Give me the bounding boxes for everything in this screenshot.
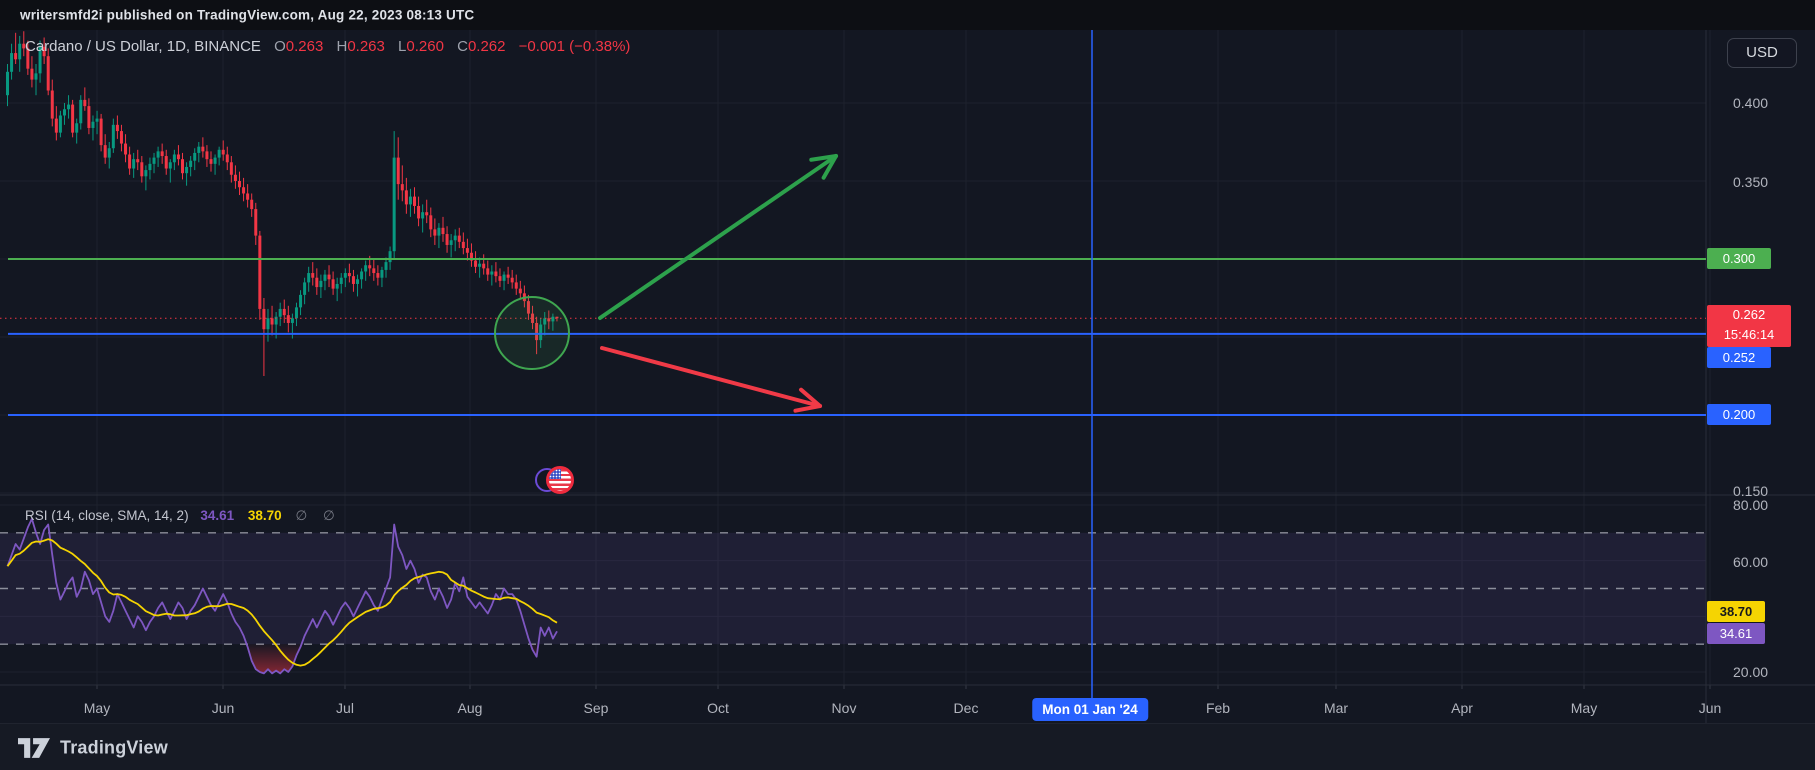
time-axis-label: Jun	[1698, 700, 1722, 716]
low-value: 0.260	[406, 38, 444, 55]
time-axis-label: Mar	[1323, 700, 1349, 716]
support2-price-label: 0.200	[1707, 404, 1771, 425]
change-value: −0.001 (−0.38%)	[518, 38, 631, 55]
rsi-indicator-title: RSI (14, close, SMA, 14, 2)	[25, 508, 189, 523]
publish-info-text: writersmfd2i published on TradingView.co…	[20, 7, 475, 23]
time-axis-label: May	[83, 700, 111, 716]
time-axis-label: Sep	[583, 700, 609, 716]
footer: TradingView	[0, 723, 1815, 770]
time-axis-label: Nov	[831, 700, 857, 716]
scale-tick-label: 60.00	[1733, 554, 1769, 570]
time-axis[interactable]: Mon 01 Jan '24 May Jun Jul Aug Sep Oct Nov Dec F…	[0, 685, 1815, 723]
time-axis-label: May	[1570, 700, 1598, 716]
time-axis-label: Jun	[211, 700, 235, 716]
bar-countdown: 15:46:14	[1723, 327, 1775, 342]
close-label: C	[457, 38, 468, 55]
high-value: 0.263	[347, 38, 385, 55]
current-price-label: 0.262 15:46:14	[1707, 305, 1791, 347]
candlesticks	[6, 31, 559, 376]
scale-tick-label: 20.00	[1733, 664, 1769, 680]
rsi-sma-value: 38.70	[247, 508, 282, 523]
rsi-scale-label: 34.61	[1707, 623, 1765, 644]
rsi-sma-line	[6, 538, 558, 667]
tradingview-brand-text: TradingView	[60, 737, 168, 757]
economic-event-icon[interactable]	[534, 466, 580, 496]
scale-tick-label: 80.00	[1733, 497, 1769, 513]
scale-tick-label: 0.150	[1733, 483, 1769, 499]
symbol-title: Cardano / US Dollar, 1D, BINANCE	[25, 38, 261, 55]
symbol-legend: Cardano / US Dollar, 1D, BINANCE O0.263 …	[25, 38, 630, 55]
rsi-hidden-values: ∅ ∅	[295, 508, 341, 523]
low-label: L	[398, 38, 407, 55]
time-axis-label: Jul	[336, 700, 354, 716]
currency-unit-button[interactable]: USD	[1727, 38, 1797, 68]
scale-tick-label: 0.400	[1733, 95, 1769, 111]
tradingview-logo-icon	[18, 737, 50, 758]
chart-canvas[interactable]	[0, 30, 1815, 723]
rsi-current-value: 34.61	[200, 508, 235, 523]
close-value: 0.262	[467, 38, 506, 55]
time-axis-label: Feb	[1205, 700, 1231, 716]
resistance-price-label: 0.300	[1707, 248, 1771, 269]
us-flag-icon	[546, 466, 574, 494]
current-price-value: 0.262	[1732, 307, 1766, 322]
rsi-legend: RSI (14, close, SMA, 14, 2) 34.61 38.70 …	[25, 508, 341, 524]
rsi-sma-scale-label: 38.70	[1707, 601, 1765, 622]
highlight-circle[interactable]	[494, 296, 570, 370]
scale-tick-label: 0.350	[1733, 174, 1769, 190]
time-axis-label: Apr	[1451, 700, 1473, 716]
time-axis-label: Aug	[457, 700, 483, 716]
crosshair-date-label: Mon 01 Jan '24	[1032, 698, 1148, 721]
time-axis-label: Dec	[953, 700, 979, 716]
bullish-arrow[interactable]	[598, 154, 838, 320]
open-label: O	[274, 38, 286, 55]
us-flag-canton	[549, 469, 561, 479]
chart-area[interactable]: Cardano / US Dollar, 1D, BINANCE O0.263 …	[0, 30, 1815, 723]
time-axis-label: Oct	[707, 700, 729, 716]
high-label: H	[336, 38, 348, 55]
publish-bar: writersmfd2i published on TradingView.co…	[0, 0, 1815, 31]
bearish-arrow[interactable]	[600, 346, 822, 413]
support1-price-label: 0.252	[1707, 347, 1771, 368]
open-value: 0.263	[285, 38, 324, 55]
